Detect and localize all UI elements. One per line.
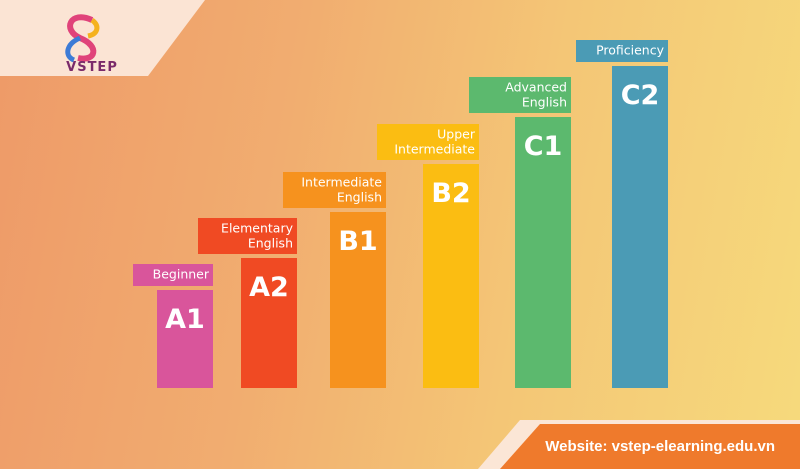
level-label: Advanced (505, 80, 567, 95)
level-label-box (576, 40, 668, 62)
level-label: Beginner (153, 267, 210, 282)
level-label: Elementary (221, 221, 294, 236)
level-bar (612, 66, 668, 388)
level-label-box (283, 172, 386, 208)
website: Website: vstep-elearning.edu.vn (545, 438, 775, 455)
level-bar (157, 290, 213, 388)
level-code: B2 (431, 178, 470, 209)
level-code: C1 (524, 131, 563, 162)
level-label: Proficiency (596, 43, 665, 58)
footer-band (500, 424, 800, 469)
level-bar (423, 164, 479, 388)
level-code: A2 (249, 272, 289, 303)
level-label: English (337, 190, 382, 205)
level-bar (515, 117, 571, 388)
logo-mark (65, 14, 100, 63)
level-label: Upper (437, 127, 476, 142)
level-code: B1 (338, 226, 377, 257)
level-label: English (522, 95, 567, 110)
logo-text: VSTEP (66, 60, 118, 75)
level-label: English (248, 236, 293, 251)
level-code: C2 (621, 80, 660, 111)
level-label-box (377, 124, 479, 160)
level-label: Intermediate (301, 175, 382, 190)
logo-panel (0, 0, 205, 76)
level-label: Intermediate (394, 142, 475, 157)
level-code: A1 (165, 304, 205, 335)
level-label-box (198, 218, 297, 254)
level-label-box (133, 264, 213, 286)
level-label-box (469, 77, 571, 113)
level-bar (241, 258, 297, 388)
level-bar (330, 212, 386, 388)
